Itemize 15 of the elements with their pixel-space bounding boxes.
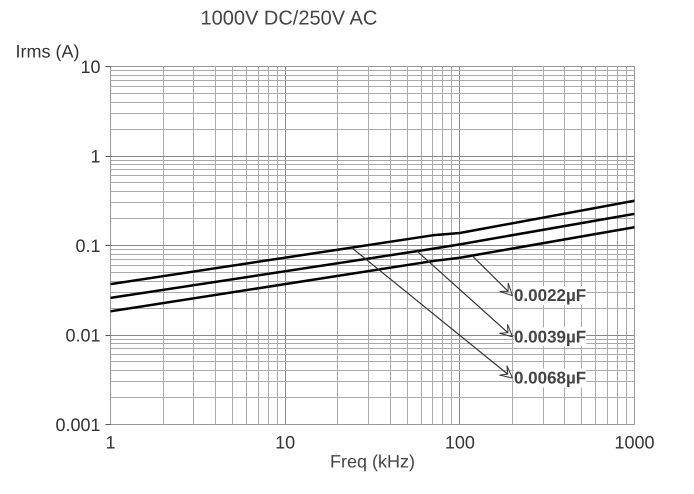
y-tick-label: 1 <box>90 146 101 166</box>
text: 0.0068µF <box>514 368 586 388</box>
y-tick-label: 0.001 <box>55 415 101 435</box>
y-tick-label: 0.01 <box>65 326 101 346</box>
x-tick-label: 10 <box>275 432 296 452</box>
text: 0.0039µF <box>514 327 586 346</box>
x-tick-label: 1000 <box>614 432 655 452</box>
x-tick-label: 1 <box>105 432 116 452</box>
x-axis-title: Freq (kHz) <box>330 452 415 472</box>
y-tick-label: 10 <box>80 57 101 77</box>
x-tick-label: 100 <box>444 432 475 452</box>
y-axis-title: Irms (A) <box>16 42 80 62</box>
chart-title: 1000V DC/250V AC <box>200 8 378 30</box>
text: 0.0022µF <box>514 286 586 306</box>
y-tick-label: 0.1 <box>75 236 101 256</box>
